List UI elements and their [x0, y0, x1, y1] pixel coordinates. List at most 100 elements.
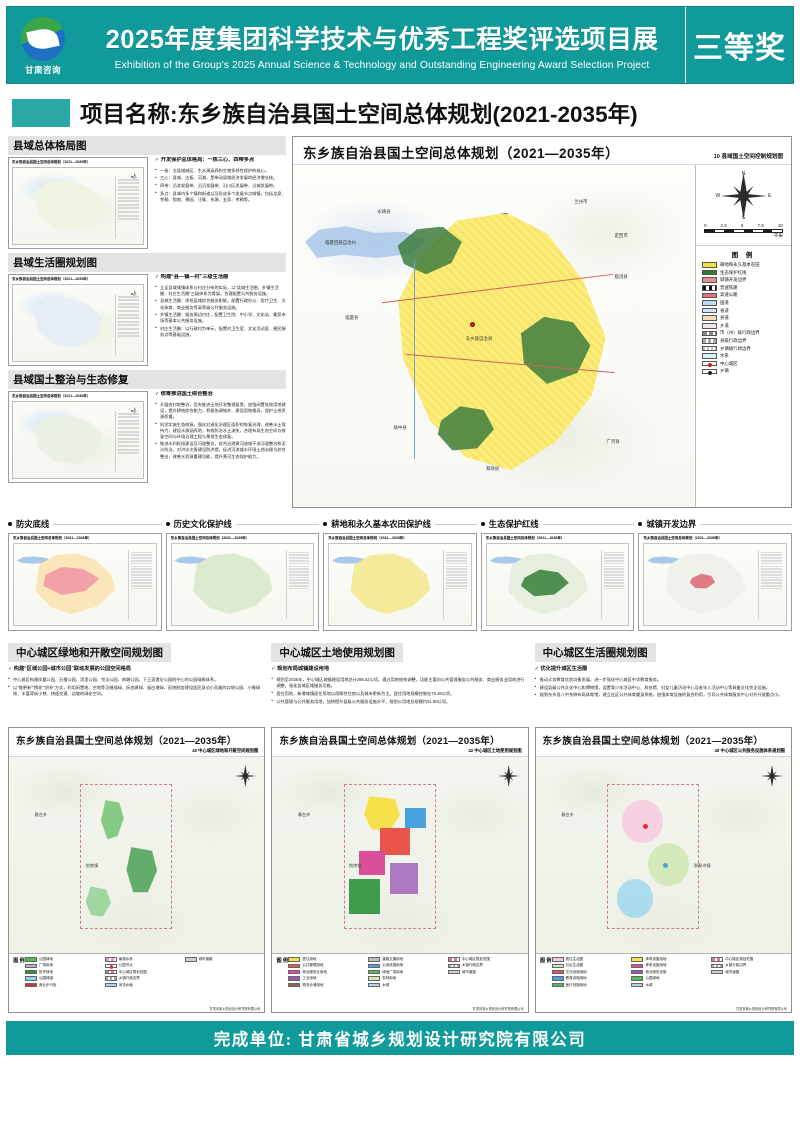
legend-swatch [368, 982, 381, 988]
legend-item: 体育设施用地 [631, 957, 707, 962]
legend-label: 水域 [645, 982, 653, 987]
bottom-map-panel[interactable]: 东乡族自治县国土空间总体规划（2021—2035年） 40 中心城区绿地和开敞空… [8, 727, 266, 1013]
main-map-canvas[interactable]: 永靖县 临夏回族自治州 兰州市 定西市 临洮县 临夏县 东乡族自治县 广河县 和… [293, 165, 695, 507]
main-map-column: 东乡族自治县国土空间总体规划（2021—2035年） 10 县域国土空间控制规划… [292, 136, 792, 508]
mini-map-legend [115, 411, 141, 472]
mid-map-0[interactable]: 东乡族自治县国土空间总体规划（2021—2035年） [8, 533, 162, 631]
mid-heading-3: 生态保护红线 [480, 518, 635, 530]
left-section-2-map[interactable]: 东乡族自治县国土空间总体规划（2021—2035年） [8, 274, 148, 366]
legend-swatch [702, 269, 717, 276]
legend-column: 公园绿地 广场用地 防护绿地 公园绿道 商业步行街 [25, 957, 101, 1002]
mid-map-legend [285, 550, 311, 619]
legend-column: 景观水系 公园节点 中心城区规划范围 乡镇行政边界 河流水面 [104, 957, 181, 1002]
bottom-point-head: 优化提升城区生活圈 [535, 666, 792, 674]
legend-list: 耕地和永久基本农田 生态保护红线 城镇开发边界 普速铁路 高速公路 国道 省道 … [696, 262, 791, 380]
bottom-map-title: 东乡族自治县国土空间总体规划（2021—2035年） [16, 736, 237, 747]
county-boundary-shape [33, 180, 103, 231]
legend-item: 市（州）级行政边界 [702, 330, 787, 337]
legend-item: 公园绿道 [25, 976, 101, 981]
bottom-map-canvas[interactable]: 春台乡 锁南镇 [9, 756, 265, 953]
legend-label: 中心城区 [720, 360, 738, 366]
legend-title: 图 例 [731, 252, 756, 259]
list-item: 中心城区构建凤凰公园、石榴公园、滨里公园、完洼公园、南塬公园、下王家遗址公园的中… [8, 676, 265, 683]
middle-row: 防灾底线 历史文化保护线 耕地和永久基本农田保护线 生态保护红线 城镇开发边界 [6, 518, 794, 631]
bottom-map-canvas[interactable]: 春台乡 那勒寺镇 [535, 756, 791, 953]
mid-map-canvas [13, 543, 157, 626]
place-label: 临夏县 [345, 315, 359, 321]
legend-label: 省道 [720, 307, 729, 313]
legend-title: 图 例 [13, 958, 25, 964]
legend-item: 农林用地 [368, 976, 444, 981]
legend-item: 水系 [702, 353, 787, 359]
bullet-dot-icon [323, 522, 328, 526]
bottom-map-legend: 图 例 居住生活圈 社区生活圈 文化设施用地 教育设施用地 医疗设施用地 体育设… [535, 953, 791, 1005]
legend-item: 水域 [368, 983, 444, 988]
legend-column: 道路交通用地 公用设施用地 绿地广场用地 农林用地 水域 [368, 957, 444, 1002]
bottom-map-legend: 图 例 公园绿地 广场用地 防护绿地 公园绿道 商业步行街 景观水系 公园节点 [9, 953, 265, 1005]
bottom-map-title: 东乡族自治县国土空间总体规划（2021—2035年） [542, 736, 764, 747]
legend-item: 商业步行街 [25, 983, 101, 988]
bullet-dot-icon [638, 522, 643, 526]
compass-rose-wrap: N E S W [696, 165, 791, 223]
left-section-1-map[interactable]: 东乡族自治县国土空间总体规划（2021—2035年） [8, 157, 148, 249]
legend-swatch [711, 970, 724, 975]
bottom-map-canvas[interactable]: 春台乡 锁南镇 [272, 756, 528, 953]
water-body-layer [489, 556, 527, 564]
compass-star [720, 173, 767, 219]
left-section-3-map[interactable]: 东乡族自治县国土空间总体规划（2021—2035年） [8, 391, 148, 483]
compass-icon [130, 172, 139, 182]
main-map-body: 永靖县 临夏回族自治州 兰州市 定西市 临洮县 临夏县 东乡族自治县 广河县 和… [293, 165, 791, 507]
middle-row-headings: 防灾底线 历史文化保护线 耕地和永久基本农田保护线 生态保护红线 城镇开发边界 [8, 518, 792, 530]
legend-swatch [104, 957, 117, 962]
legend-label: 县道 [720, 315, 729, 321]
legend-item: 医疗设施用地 [551, 983, 628, 988]
legend-swatch [447, 963, 460, 969]
mid-map-1[interactable]: 东乡族自治县国土空间总体规划（2021—2035年） [165, 533, 320, 631]
legend-label: 中心城区规划范围 [725, 957, 754, 961]
bottom-map-panel[interactable]: 东乡族自治县国土空间总体规划（2021—2035年） 42 中心城区土地使用规划… [271, 727, 529, 1013]
mid-map-2[interactable]: 东乡族自治县国土空间总体规划（2021—2035年） [323, 533, 477, 631]
list-item: 一核：全县域城区、生水源涵养和生物多样性保护的核心。 [155, 167, 286, 174]
legend-label: 乡镇级行政边界 [720, 345, 751, 351]
legend-label: 公园绿道 [39, 976, 53, 981]
poster-header: 甘肃咨询 2025年度集团科学技术与优秀工程奖评选项目展 Exhibition … [6, 6, 794, 84]
bullet-dot-icon [480, 522, 485, 526]
legend-label: 居住用地 [302, 957, 317, 961]
left-section-3: 县域国土整治与生态修复 东乡族自治县国土空间总体规划（2021—2035年） [8, 370, 286, 483]
divider [53, 523, 162, 525]
legend-item: 商业服务设施 [631, 970, 707, 975]
green-space-layer-1 [100, 800, 124, 840]
mid-map-canvas [485, 543, 630, 626]
bottom-map-header: 东乡族自治县国土空间总体规划（2021—2035年） 42 中心城区土地使用规划… [272, 728, 527, 756]
left-section-3-text: 统筹推进国土综合整治 开展农村地整治，优先推进土地开发整理复垦，加强闲置低效用地… [152, 391, 286, 483]
scale-tick: 0 [704, 223, 707, 228]
legend-item: 教育设施用地 [551, 976, 628, 981]
landuse-green-layer [348, 878, 380, 914]
legend-item: 国道 [702, 300, 787, 306]
legend-swatch [104, 982, 117, 988]
legend-swatch [104, 970, 117, 975]
logo-label: 甘肃咨询 [24, 64, 61, 75]
mid-map-3[interactable]: 东乡族自治县国土空间总体规划（2021—2035年） [480, 533, 635, 631]
project-title: 项目名称:东乡族自治县国土空间总体规划(2021-2035年) [80, 102, 638, 127]
legend-item: 绿地广场用地 [368, 970, 444, 975]
legend-swatch [702, 368, 717, 375]
legend-label: 居住生活圈 [565, 957, 584, 961]
main-map-panel[interactable]: 东乡族自治县国土空间总体规划（2021—2035年） 10 县域国土空间控制规划… [292, 136, 792, 508]
compass-icon: N E S W [716, 171, 772, 221]
central-city-marker [469, 322, 475, 328]
bottom-map-subtitle: 42 中心城区土地使用规划图 [468, 748, 522, 753]
bottom-map-panel[interactable]: 东乡族自治县国土空间总体规划（2021—2035年） 40 中心城区公共服务设施… [534, 727, 792, 1013]
mid-heading-4: 城镇开发边界 [638, 518, 792, 530]
legend-item: 物流仓储用地 [288, 983, 364, 988]
legend-swatch [25, 957, 37, 962]
mid-map-4[interactable]: 东乡族自治县国土空间总体规划（2021—2035年） [638, 533, 792, 631]
legend-title: 图 例 [276, 958, 289, 964]
compass-s-label: S [741, 215, 746, 221]
scale-bar [704, 229, 783, 233]
legend-item: 文化设施用地 [551, 970, 628, 975]
main-map-title: 东乡族自治县国土空间总体规划（2021—2035年） [303, 146, 620, 161]
legend-item: 中心城区规划范围 [711, 957, 787, 962]
legend-item: 公用设施用地 [368, 963, 444, 969]
